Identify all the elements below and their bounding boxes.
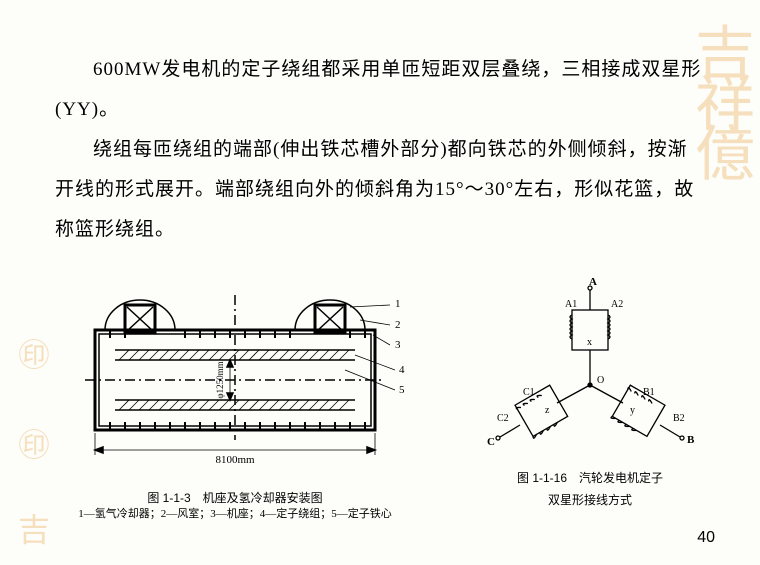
svg-text:y: y: [630, 405, 635, 416]
svg-text:O: O: [597, 375, 604, 386]
svg-text:B2: B2: [673, 413, 685, 424]
fig-left-caption: 图 1-1-3 机座及氢冷却器安装图: [55, 489, 415, 507]
svg-text:C: C: [487, 436, 495, 448]
fig-left-label-4: 4: [399, 364, 405, 376]
figure-left: 1 2 3 4 5 8100mm φ1250mm 图 1-1-3 机座及氢冷却器…: [55, 275, 415, 522]
fig-left-label-5: 5: [399, 384, 405, 396]
fig-left-vdim: φ1250mm: [215, 361, 225, 398]
paragraph-2: 绕组每匝绕组的端部(伸出铁芯槽外部分)都向铁芯的外侧倾斜，按渐开线的形式展开。端…: [55, 130, 705, 250]
figures-row: 1 2 3 4 5 8100mm φ1250mm 图 1-1-3 机座及氢冷却器…: [55, 275, 705, 522]
fig-right-caption: 图 1-1-16 汽轮发电机定子: [475, 469, 705, 487]
svg-text:z: z: [545, 405, 550, 416]
fig-left-label-2: 2: [395, 319, 401, 331]
figure-right: A A1 A2 B1 B2 C1 C2 B C x y z O 图 1-1-16…: [475, 275, 705, 509]
page-number: 40: [697, 529, 715, 547]
fig-right-svg: A A1 A2 B1 B2 C1 C2 B C x y z O: [475, 275, 705, 465]
fig-left-dim: 8100mm: [215, 454, 255, 466]
svg-text:B: B: [687, 434, 695, 446]
fig-right-caption2: 双星形接线方式: [475, 491, 705, 509]
svg-text:C2: C2: [497, 413, 509, 424]
svg-text:A2: A2: [611, 299, 623, 310]
fig-left-legend: 1—氢气冷却器；2—风室；3—机座；4—定子绕组；5—定子铁心: [55, 507, 415, 522]
fig-left-label-1: 1: [395, 298, 401, 310]
page: 600MW发电机的定子绕组都采用单匝短距双层叠绕，三相接成双星形(YY)。 绕组…: [0, 0, 760, 565]
svg-text:A: A: [589, 276, 597, 288]
paragraph-1: 600MW发电机的定子绕组都采用单匝短距双层叠绕，三相接成双星形(YY)。: [55, 50, 705, 130]
svg-text:x: x: [587, 337, 592, 348]
fig-left-label-3: 3: [395, 339, 401, 351]
svg-text:A1: A1: [565, 299, 577, 310]
svg-text:C1: C1: [523, 387, 535, 398]
fig-left-svg: 1 2 3 4 5 8100mm φ1250mm: [55, 275, 415, 485]
svg-text:B1: B1: [643, 387, 655, 398]
